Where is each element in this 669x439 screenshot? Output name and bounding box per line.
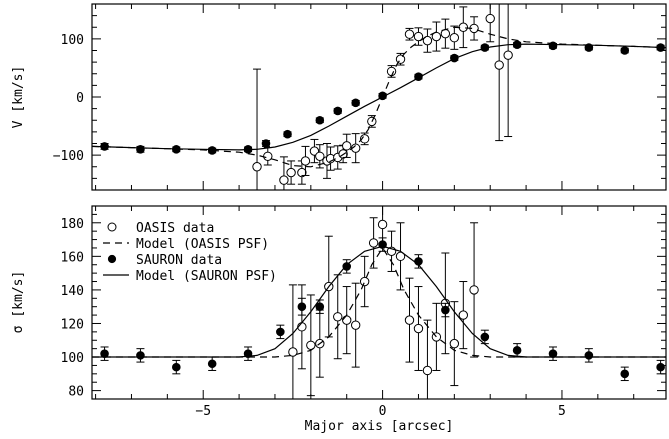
dispersion-oasis-point [342, 315, 352, 325]
dispersion-sauron-point [100, 349, 109, 358]
dispersion-sauron-point [172, 362, 181, 372]
dispersion-x-tick-label: −5 [195, 404, 211, 419]
velocity-oasis-point [413, 31, 424, 42]
velocity-oasis-point [300, 156, 311, 166]
velocity-oasis-point [503, 50, 513, 60]
dispersion-sauron-point [656, 362, 665, 372]
velocity-tick-labels: −100 0 100 [53, 33, 84, 164]
velocity-oasis-point [252, 162, 262, 172]
velocity-sauron-point [333, 106, 343, 116]
velocity-oasis-point [458, 22, 469, 32]
dispersion-y-tick-label: 120 [61, 317, 84, 332]
dispersion-plot-frame [91, 205, 667, 400]
legend-marker-0 [107, 222, 117, 232]
dispersion-sauron-point [441, 305, 450, 315]
dispersion-sauron-point [620, 369, 630, 379]
dispersion-sauron-point [207, 359, 217, 369]
velocity-oasis-point [286, 167, 296, 178]
dispersion-oasis-point [359, 276, 370, 287]
velocity-oasis-point [315, 151, 325, 161]
legend-label-2: SAURON data [136, 253, 222, 268]
velocity-oasis-point [263, 151, 273, 161]
velocity-sauron-point [351, 98, 360, 108]
velocity-plot-area [92, 4, 666, 190]
dispersion-y-axis-label: σ [km/s] [11, 271, 26, 334]
legend-label-3: Model (SAURON PSF) [136, 269, 277, 284]
velocity-data-marks [92, 4, 666, 190]
dispersion-oasis-point [368, 238, 379, 248]
dispersion-sauron-point [548, 349, 558, 358]
velocity-oasis-point [342, 141, 352, 151]
velocity-sauron-point [283, 129, 292, 139]
velocity-tick-marks [92, 3, 666, 191]
dispersion-y-tick-label: 160 [61, 250, 84, 265]
velocity-oasis-point [449, 33, 460, 43]
dispersion-oasis-point [333, 312, 343, 322]
dispersion-oasis-point [288, 347, 298, 357]
dispersion-oasis-point [350, 320, 361, 330]
dispersion-sauron-point [276, 327, 285, 337]
velocity-y-tick-label: −100 [53, 149, 84, 164]
dispersion-oasis-point [395, 251, 406, 262]
dispersion-oasis-point [469, 285, 479, 295]
velocity-y-axis-label: V [km/s] [11, 66, 26, 129]
x-axis-label: Major axis [arcsec] [305, 419, 454, 434]
dispersion-sauron-point [136, 351, 145, 360]
legend-label-0: OASIS data [136, 221, 214, 236]
dispersion-sauron-point [315, 302, 325, 311]
dispersion-sauron-point [342, 262, 352, 271]
velocity-panel: −100 0 100 V [km/s] [11, 3, 667, 191]
dispersion-x-tick-label: 5 [558, 404, 566, 419]
dispersion-data-marks [92, 206, 666, 399]
legend-marker-2 [107, 254, 117, 264]
dispersion-sauron-point [297, 302, 307, 311]
velocity-oasis-point [422, 35, 433, 46]
dispersion-y-tick-label: 140 [61, 284, 84, 299]
dispersion-oasis-point [413, 323, 424, 334]
dispersion-sauron-point [584, 351, 594, 360]
dispersion-sauron-point [512, 346, 522, 355]
dispersion-sauron-model-line [92, 245, 666, 358]
velocity-sauron-point [136, 145, 145, 154]
dispersion-x-tick-label: 0 [379, 404, 387, 419]
dispersion-y-tick-label: 180 [61, 217, 84, 232]
velocity-sauron-model-line [92, 43, 666, 151]
dispersion-sauron-point [480, 332, 490, 342]
velocity-y-tick-label: 0 [76, 91, 84, 106]
velocity-oasis-point [386, 66, 397, 77]
dispersion-tick-marks [92, 205, 666, 400]
dispersion-oasis-point [449, 338, 460, 349]
dispersion-tick-labels: 80 100 120 140 160 180 −5 0 5 [61, 217, 566, 419]
dispersion-oasis-point [422, 365, 433, 376]
velocity-sauron-point [315, 115, 325, 125]
dispersion-oasis-point [377, 219, 388, 230]
dispersion-plot-area [92, 206, 666, 399]
velocity-sauron-point [620, 46, 630, 55]
dispersion-y-tick-label: 100 [61, 351, 84, 366]
velocity-oasis-point [395, 54, 406, 64]
velocity-sauron-point [261, 139, 271, 148]
velocity-oasis-point [279, 175, 289, 185]
dispersion-oasis-point [458, 310, 469, 320]
legend-label-1: Model (OASIS PSF) [136, 237, 269, 252]
dispersion-panel: 80 100 120 140 160 180 −5 0 5 σ [km/s] Major axi… [11, 205, 667, 434]
dispersion-y-tick-label: 80 [68, 385, 84, 400]
velocity-oasis-point [404, 29, 415, 39]
velocity-oasis-point [297, 167, 307, 178]
dispersion-oasis-point [404, 315, 415, 325]
velocity-oasis-point [359, 134, 370, 144]
velocity-y-tick-label: 100 [61, 33, 84, 48]
velocity-oasis-point [485, 13, 495, 24]
dispersion-oasis-point [306, 340, 316, 350]
velocity-oasis-point [494, 60, 504, 70]
